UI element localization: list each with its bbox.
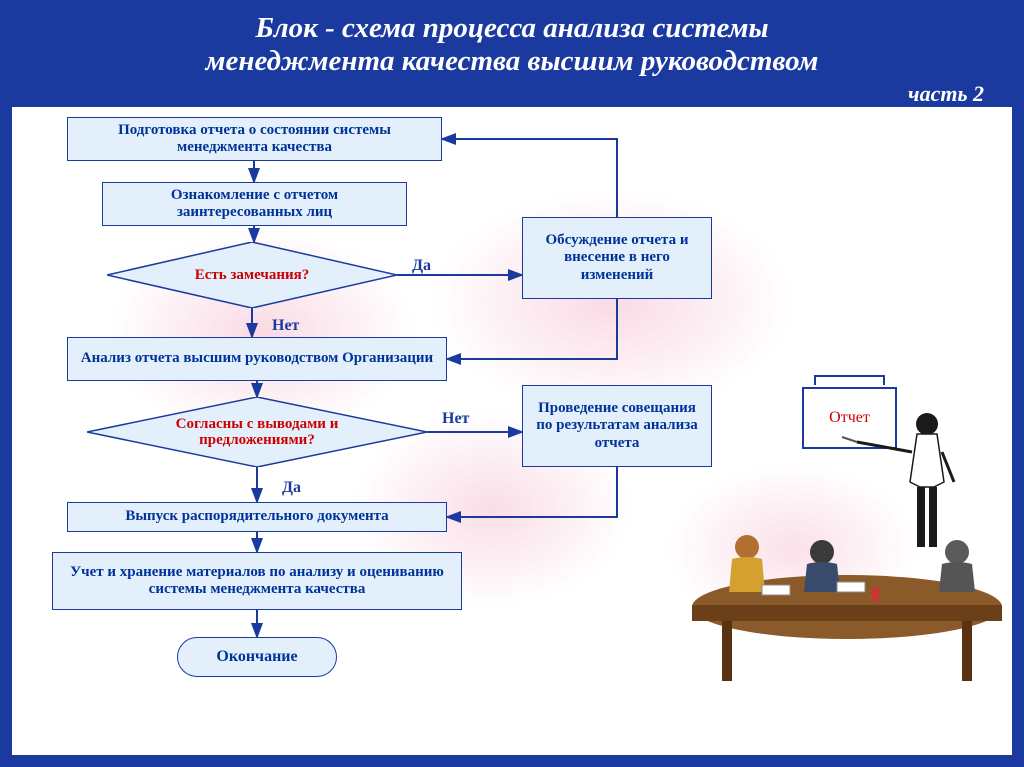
- flow-node-n3: Обсуждение отчета и внесение в него изме…: [522, 217, 712, 299]
- page-title: Блок - схема процесса анализа системы ме…: [0, 12, 1024, 79]
- flow-terminator-t1: Окончание: [177, 637, 337, 677]
- flow-node-n5: Проведение совещания по результатам анал…: [522, 385, 712, 467]
- flow-node-n2: Ознакомление с отчетом заинтересованных …: [102, 182, 407, 226]
- page-subtitle: часть 2: [0, 81, 1024, 107]
- edge-label: Нет: [272, 317, 299, 335]
- diagram-canvas: Подготовка отчета о состоянии системы ме…: [10, 105, 1014, 757]
- header: Блок - схема процесса анализа системы ме…: [0, 0, 1024, 105]
- edge-label: Нет: [442, 410, 469, 428]
- flow-node-n6: Выпуск распорядительного документа: [67, 502, 447, 532]
- flow-decision-d1: Есть замечания?: [107, 242, 397, 308]
- page-root: Блок - схема процесса анализа системы ме…: [0, 0, 1024, 767]
- edge-label: Да: [282, 479, 301, 497]
- edge-label: Да: [412, 257, 431, 275]
- flow-decision-d2: Согласны с выводами и предложениями?: [87, 397, 427, 467]
- flow-node-n4: Анализ отчета высшим руководством Органи…: [67, 337, 447, 381]
- flow-node-n1: Подготовка отчета о состоянии системы ме…: [67, 117, 442, 161]
- flow-node-n7: Учет и хранение материалов по анализу и …: [52, 552, 462, 610]
- meeting-illustration: [692, 407, 1012, 717]
